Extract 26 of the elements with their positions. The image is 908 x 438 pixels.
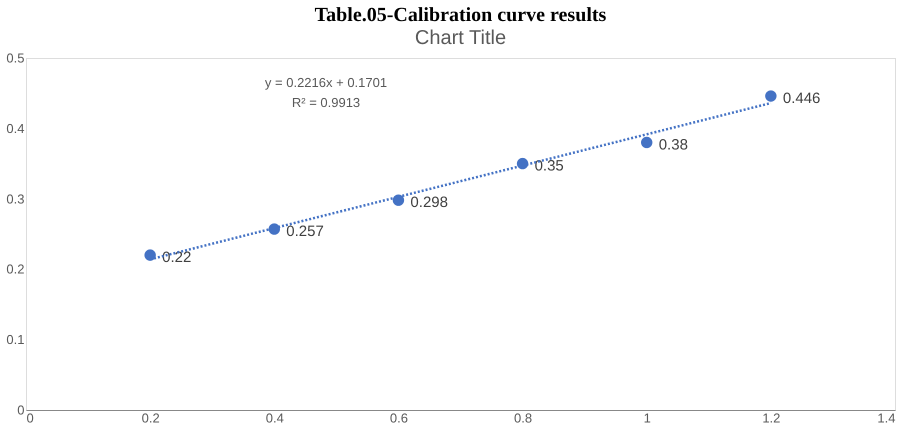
x-tick-label: 0.8	[514, 410, 532, 426]
point	[641, 136, 652, 148]
x-tick-label: 0.2	[142, 410, 160, 426]
chart-title: Table.05-Calibration curve results	[314, 4, 607, 26]
data-label: 0.446	[782, 90, 820, 108]
data-label: 0.22	[162, 249, 192, 266]
data-label: 0.38	[658, 136, 688, 154]
y-tick-label: 0.4	[6, 120, 24, 136]
annotation: R² = 0.9913	[292, 95, 360, 110]
data-label: 0.298	[410, 194, 448, 212]
chart-subtitle: Chart Title	[414, 27, 506, 49]
data-label: 0.35	[534, 158, 564, 175]
x-tick-label: 1	[644, 410, 651, 426]
x-tick-label: 0.4	[266, 410, 284, 426]
point	[765, 90, 777, 102]
point	[144, 249, 156, 261]
annotation: y = 0.2216x + 0.1701	[264, 75, 388, 90]
y-tick-label: 0.3	[6, 191, 24, 206]
x-tick-label: 1.2	[762, 410, 780, 426]
x-tick-label: 0.6	[390, 410, 408, 426]
x-tick-label: 1.4	[877, 410, 896, 426]
y-tick-label: 0.1	[6, 332, 24, 348]
x-tick-label: 0	[26, 410, 34, 426]
y-tick-label: 0.2	[6, 262, 24, 277]
y-tick-label: 0.5	[6, 50, 24, 66]
data-label: 0.257	[286, 223, 324, 240]
